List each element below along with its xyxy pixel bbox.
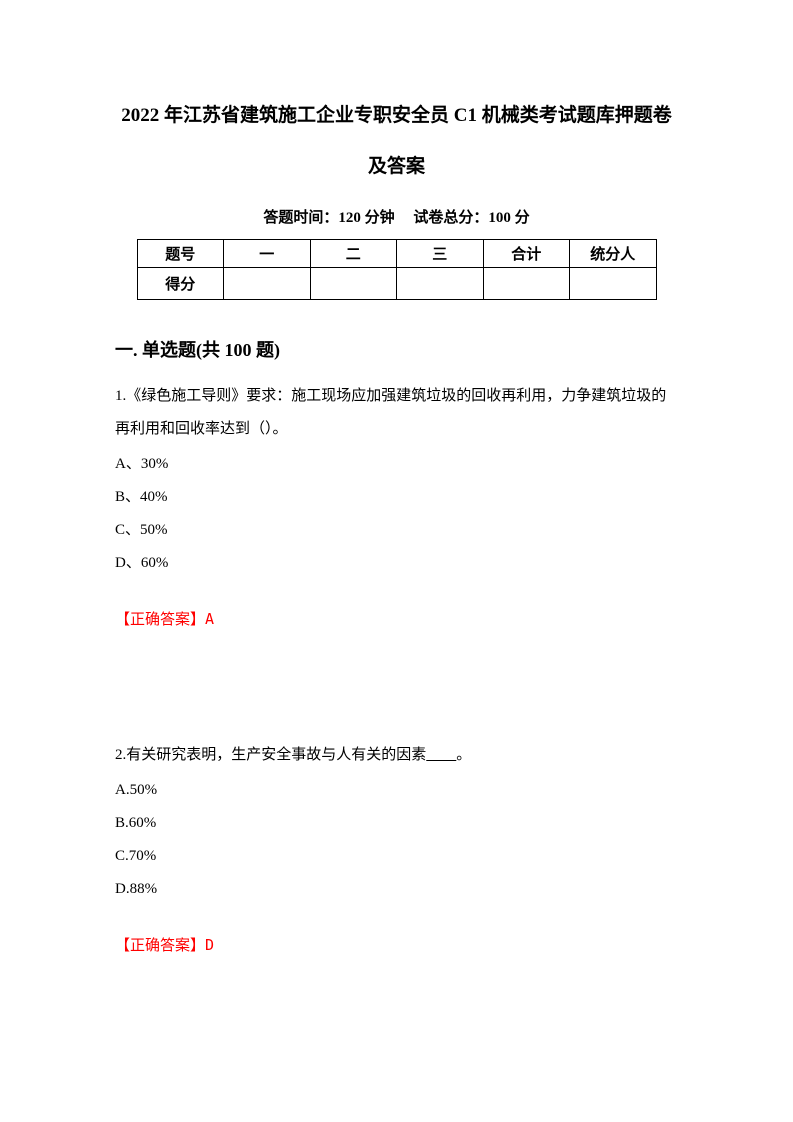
question-1-option-d: D、60% <box>115 547 678 580</box>
document-title-line1: 2022 年江苏省建筑施工企业专职安全员 C1 机械类考试题库押题卷 <box>115 100 678 127</box>
question-1-option-a: A、30% <box>115 448 678 481</box>
question-2-text-before: 2.有关研究表明，生产安全事故与人有关的因素 <box>115 747 426 763</box>
question-2-option-b: B.60% <box>115 807 678 840</box>
table-cell <box>483 268 570 300</box>
table-header-5: 统分人 <box>570 240 657 268</box>
question-2: 2.有关研究表明，生产安全事故与人有关的因素 。 A.50% B.60% C.7… <box>115 739 678 955</box>
question-2-text: 2.有关研究表明，生产安全事故与人有关的因素 。 <box>115 739 678 772</box>
total-score-label: 试卷总分：100 分 <box>413 210 529 226</box>
question-2-option-c: C.70% <box>115 840 678 873</box>
table-header-0: 题号 <box>137 240 224 268</box>
section-header: 一. 单选题(共 100 题) <box>115 336 678 362</box>
table-row2-label: 得分 <box>137 268 224 300</box>
question-1-answer: 【正确答案】A <box>115 608 678 629</box>
question-2-text-after: 。 <box>456 747 471 763</box>
time-label: 答题时间：120 分钟 <box>263 210 394 226</box>
table-header-2: 二 <box>310 240 397 268</box>
question-1-option-c: C、50% <box>115 514 678 547</box>
table-cell <box>570 268 657 300</box>
question-2-option-a: A.50% <box>115 774 678 807</box>
table-cell <box>310 268 397 300</box>
question-1-text: 1.《绿色施工导则》要求：施工现场应加强建筑垃圾的回收再利用，力争建筑垃圾的再利… <box>115 380 678 446</box>
score-table: 题号 一 二 三 合计 统分人 得分 <box>137 239 657 300</box>
table-cell <box>224 268 311 300</box>
document-title-line2: 及答案 <box>115 151 678 178</box>
question-2-answer: 【正确答案】D <box>115 934 678 955</box>
table-header-3: 三 <box>397 240 484 268</box>
table-header-4: 合计 <box>483 240 570 268</box>
question-1: 1.《绿色施工导则》要求：施工现场应加强建筑垃圾的回收再利用，力争建筑垃圾的再利… <box>115 380 678 629</box>
table-header-1: 一 <box>224 240 311 268</box>
question-2-option-d: D.88% <box>115 873 678 906</box>
table-cell <box>397 268 484 300</box>
meta-info: 答题时间：120 分钟 试卷总分：100 分 <box>115 206 678 227</box>
question-2-blank <box>426 747 456 763</box>
question-1-option-b: B、40% <box>115 481 678 514</box>
